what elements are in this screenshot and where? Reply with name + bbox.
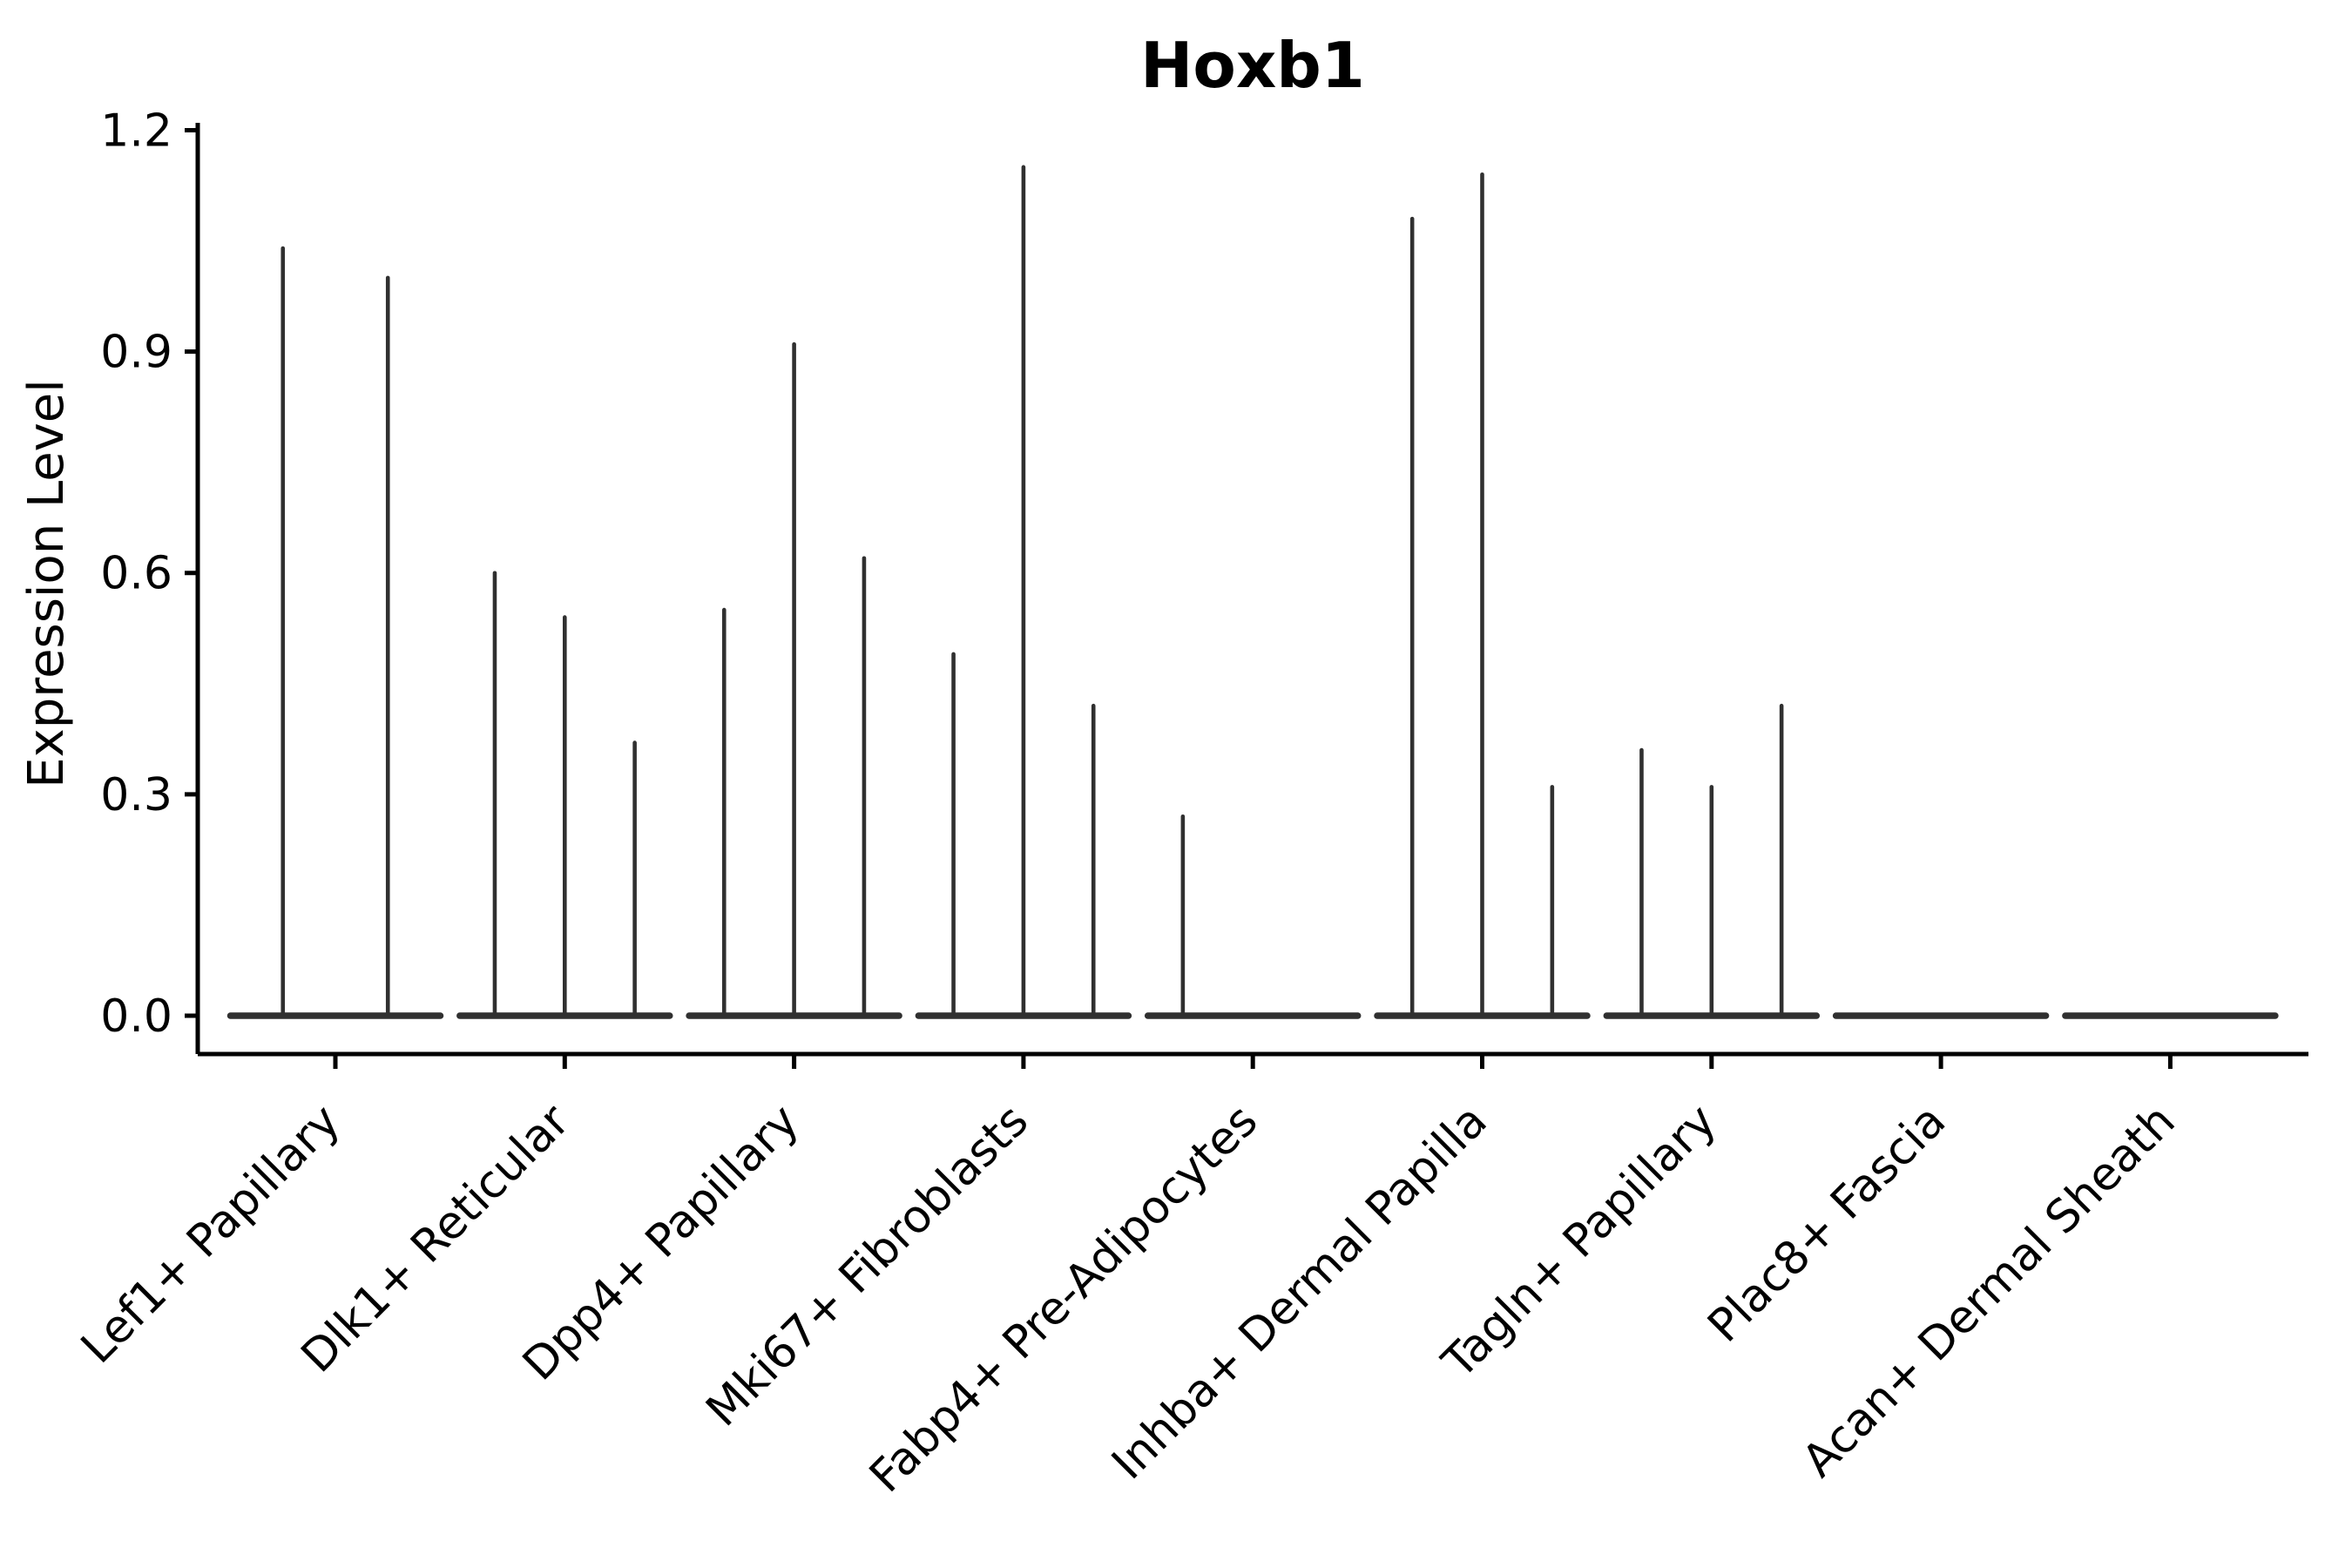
x-tick-label: Plac8+ Fascia bbox=[1698, 1095, 1956, 1353]
x-tick-label: Inhba+ Dermal Papilla bbox=[1102, 1095, 1497, 1490]
y-axis-label: Expression Level bbox=[18, 379, 75, 788]
y-tick-label: 0.0 bbox=[100, 990, 172, 1043]
y-tick-label: 1.2 bbox=[100, 105, 172, 157]
axes-layer bbox=[195, 123, 2308, 1057]
y-tick-label: 0.6 bbox=[100, 548, 172, 600]
chart-title: Hoxb1 bbox=[1140, 29, 1365, 102]
y-tick-label: 0.9 bbox=[100, 327, 172, 379]
y-axis-ticks: 0.0 0.3 0.6 0.9 1.2 bbox=[100, 105, 198, 1043]
x-tick-label: Acan+ Dermal Sheath bbox=[1793, 1095, 2186, 1488]
violins-layer bbox=[226, 165, 2279, 1019]
x-axis-ticks bbox=[333, 1054, 2173, 1069]
x-tick-label: Fabp4+ Pre-Adipocytes bbox=[860, 1095, 1267, 1503]
y-tick-label: 0.3 bbox=[100, 769, 172, 821]
